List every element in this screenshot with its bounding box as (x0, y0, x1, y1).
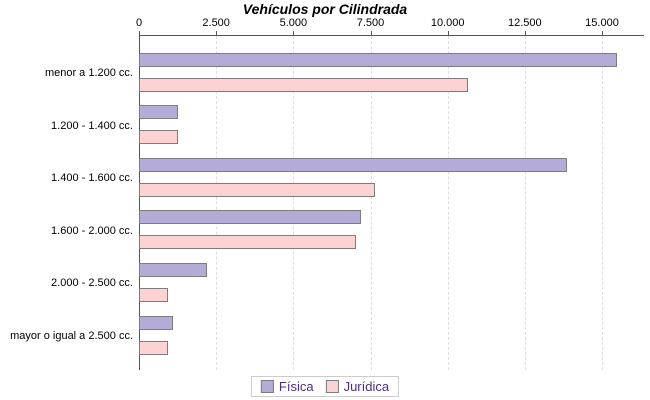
bar-juridica-row0 (139, 77, 468, 92)
x-tick (447, 31, 449, 39)
x-tick (293, 31, 295, 39)
x-tick-label: 12.500 (508, 17, 542, 29)
gridline (602, 36, 603, 370)
legend: Física Jurídica (250, 376, 400, 397)
legend-item-juridica: Jurídica (325, 379, 390, 394)
x-tick-label: 7.500 (356, 17, 385, 29)
bar-fisica-row2 (139, 157, 567, 172)
category-label: 1.400 - 1.600 cc. (51, 172, 133, 185)
gridline (216, 36, 218, 370)
category-label: 1.200 - 1.400 cc. (51, 119, 133, 132)
x-tick (139, 31, 140, 39)
x-tick (370, 31, 372, 39)
bar-fisica-row0 (139, 52, 618, 67)
chart-title: Vehículos por Cilindrada (242, 1, 408, 17)
bar-fisica-row1 (139, 105, 179, 120)
gridline (447, 36, 449, 370)
x-tick-label: 5.000 (279, 17, 308, 29)
category-label: mayor o igual a 2.500 cc. (10, 330, 133, 342)
gridline (370, 36, 372, 370)
y-axis-line (139, 35, 140, 370)
legend-label-fisica: Física (278, 379, 314, 394)
bar-juridica-row3 (139, 235, 357, 250)
bar-fisica-row3 (139, 210, 362, 225)
legend-label-juridica: Jurídica (343, 379, 390, 394)
x-axis-line (139, 35, 644, 36)
fisica-swatch-icon (260, 380, 274, 393)
x-tick-label: 0 (135, 17, 143, 29)
x-tick-label: 15.000 (585, 17, 619, 29)
x-tick-label: 2.500 (202, 17, 230, 29)
x-tick (216, 31, 218, 39)
bar-fisica-row4 (139, 262, 207, 277)
juridica-swatch-icon (325, 380, 339, 393)
bar-juridica-row4 (139, 287, 169, 302)
bar-fisica-row5 (139, 315, 174, 330)
category-label: menor a 1.200 cc. (44, 67, 133, 79)
bar-juridica-row2 (139, 182, 375, 197)
x-tick (524, 31, 526, 39)
gridline (524, 36, 526, 370)
category-label: 2.000 - 2.500 cc. (51, 277, 133, 290)
legend-item-fisica: Física (260, 379, 314, 394)
bar-juridica-row5 (139, 340, 168, 355)
x-tick-label: 10.000 (430, 17, 465, 29)
gridline (293, 36, 295, 370)
category-label: 1.600 - 2.000 cc. (51, 224, 133, 237)
x-tick (602, 31, 603, 39)
bar-juridica-row1 (139, 130, 178, 145)
